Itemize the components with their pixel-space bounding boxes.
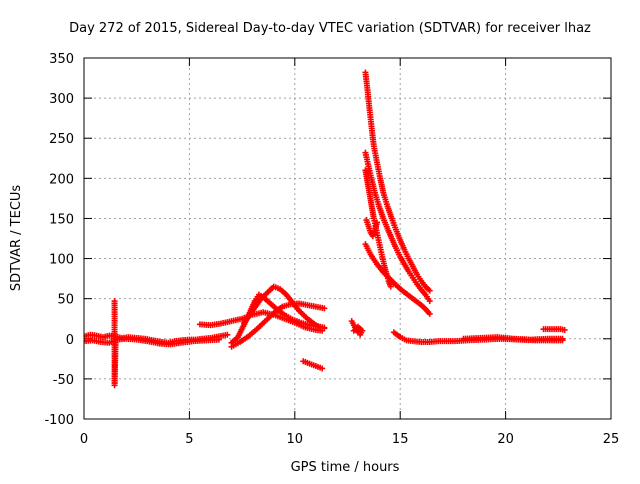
x-tick-label: 0 — [80, 432, 88, 447]
x-tick-label: 10 — [287, 432, 304, 447]
data-point-storm-branch-2 — [426, 298, 433, 305]
x-tick-label: 20 — [497, 432, 514, 447]
data-points — [84, 69, 568, 389]
y-tick-label: 300 — [49, 92, 74, 107]
data-point-storm-branch-5 — [374, 219, 381, 226]
data-point-cluster-13h — [350, 327, 357, 334]
y-tick-label: 0 — [66, 333, 74, 348]
y-tick-label: 100 — [49, 253, 74, 268]
data-point-outliers-1.5h — [112, 339, 119, 346]
data-point-baseline-start-lower — [215, 336, 222, 343]
data-point-recovery-upper — [559, 335, 566, 342]
chart-title: Day 272 of 2015, Sidereal Day-to-day VTE… — [69, 21, 591, 36]
y-tick-label: 250 — [49, 132, 74, 147]
data-point-end-cluster — [561, 326, 568, 333]
axes: -100 -50 0 50 100 150 200 250 300 350 0 5 10 15 20 25 — [44, 52, 619, 447]
x-tick-label: 15 — [392, 432, 409, 447]
y-tick-label: 150 — [49, 212, 74, 227]
y-tick-label: 200 — [49, 172, 74, 187]
data-point-storm-branch-3 — [387, 283, 394, 290]
data-point-arc-a — [321, 305, 328, 312]
y-tick-label: -100 — [44, 413, 74, 428]
y-tick-label: -50 — [53, 373, 74, 388]
y-tick-label: 50 — [57, 293, 74, 308]
plot-frame — [83, 57, 612, 420]
y-tick-label: 350 — [49, 52, 74, 67]
data-point-baseline-start — [224, 331, 231, 338]
data-point-storm-branch-4 — [426, 310, 433, 317]
data-point-storm-peak — [426, 287, 433, 294]
x-axis-label: GPS time / hours — [291, 460, 400, 475]
grid — [84, 58, 611, 419]
x-tick-label: 25 — [603, 432, 620, 447]
data-point-dip-10.5h — [319, 365, 326, 372]
y-axis-label: SDTVAR / TECUs — [9, 185, 24, 292]
data-point-arc-d — [319, 327, 326, 334]
x-tick-label: 5 — [185, 432, 193, 447]
